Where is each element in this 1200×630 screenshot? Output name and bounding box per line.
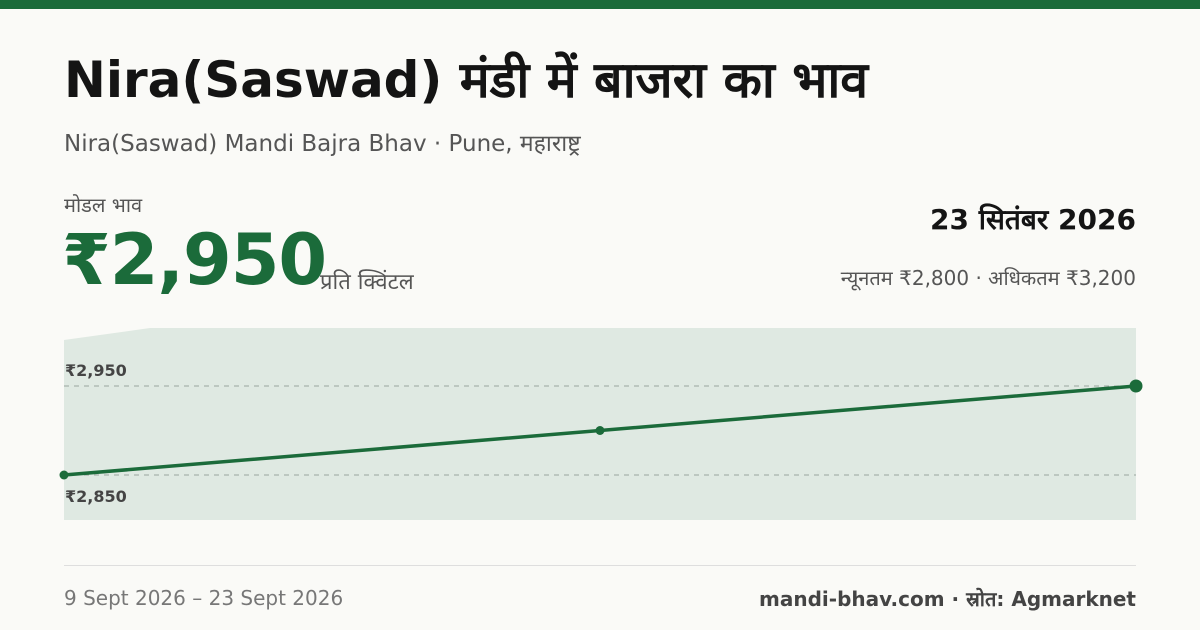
chart-points [59, 379, 1143, 480]
page-subtitle: Nira(Saswad) Mandi Bajra Bhav · Pune, मह… [64, 131, 581, 157]
y-tick-label-0: ₹2,950 [65, 361, 127, 380]
page-title: Nira(Saswad) मंडी में बाजरा का भाव [64, 51, 869, 109]
footer-divider [64, 565, 1136, 566]
data-point-0 [59, 470, 69, 480]
date-period: 9 Sept 2026 – 23 Sept 2026 [64, 586, 344, 610]
min-max-range: न्यूनतम ₹2,800 · अधिकतम ₹3,200 [840, 266, 1136, 290]
price-unit: प्रति क्विंटल [320, 270, 414, 295]
top-accent-bar [0, 0, 1200, 9]
data-point-2 [1129, 379, 1143, 393]
chart-tick-labels: ₹2,950 ₹2,850 [65, 361, 127, 506]
data-point-1 [595, 426, 605, 435]
chart-gridlines [64, 385, 1136, 476]
price-date: 23 सितंबर 2026 [930, 203, 1136, 236]
chart-band [64, 328, 1136, 520]
model-price-value: ₹2,950 [62, 219, 327, 301]
model-price-label: मोडल भाव [64, 193, 143, 217]
y-tick-label-1: ₹2,850 [65, 487, 127, 506]
site-source: mandi-bhav.com · स्रोत: Agmarknet [759, 587, 1136, 611]
